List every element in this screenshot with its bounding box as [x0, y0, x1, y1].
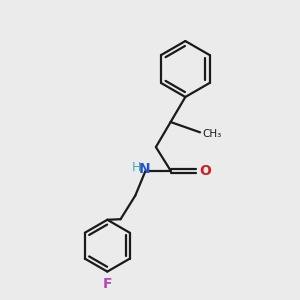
- Text: O: O: [200, 164, 211, 178]
- Text: CH₃: CH₃: [202, 129, 222, 139]
- Text: N: N: [139, 162, 151, 176]
- Text: H: H: [131, 160, 141, 174]
- Text: F: F: [103, 278, 112, 292]
